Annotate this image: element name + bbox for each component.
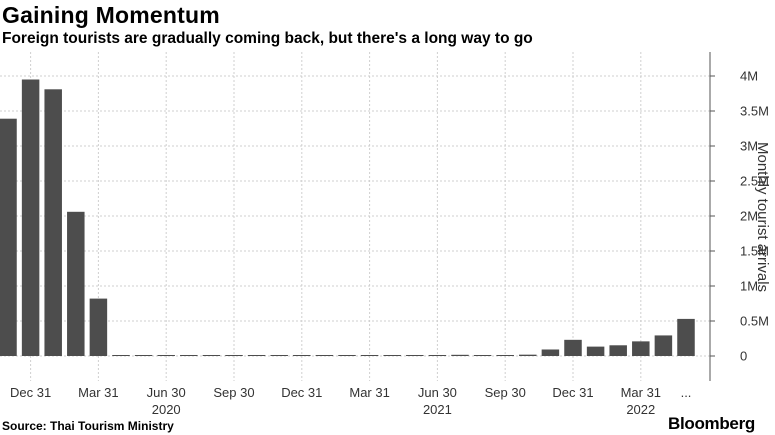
x-tick-label: Jun 30 (147, 385, 186, 400)
bar (428, 355, 447, 356)
bar (157, 355, 175, 356)
bar (0, 118, 17, 356)
x-tick-label: ... (681, 385, 692, 400)
x-year-label: 2020 (152, 402, 181, 417)
bar (338, 355, 356, 356)
bar (44, 89, 62, 357)
x-tick-label: Dec 31 (552, 385, 593, 400)
y-tick-label: 2.5M (740, 174, 769, 189)
bar (247, 355, 266, 356)
tick-labels: 0 0.5M 1M 1.5M 2M 2.5M 3M 3.5M 4M Dec 31 Mar 31 Jun… (10, 69, 769, 418)
chart-subtitle: Foreign tourists are gradually coming ba… (2, 30, 533, 47)
x-year-label: 2021 (423, 402, 452, 417)
bar (315, 355, 334, 356)
y-tick-label: 3M (740, 139, 758, 154)
x-tick-label: Dec 31 (10, 385, 51, 400)
y-tick-label: 1M (740, 279, 758, 294)
y-tick-label: 1.5M (740, 244, 769, 259)
bar (677, 318, 695, 356)
x-tick-label: Mar 31 (621, 385, 661, 400)
bar (609, 345, 627, 356)
bar (383, 355, 401, 356)
bar (134, 355, 153, 356)
bar (225, 355, 243, 356)
x-year-label: 2022 (626, 402, 655, 417)
bar (541, 349, 560, 356)
y-tick-label: 4M (740, 69, 758, 84)
bar (586, 346, 605, 356)
y-tick-label: 0 (740, 349, 747, 364)
bar (632, 341, 650, 356)
bar (451, 354, 469, 356)
bar (89, 298, 108, 356)
y-axis-label: Monthly tourist arrivals (754, 142, 771, 292)
bar (496, 355, 514, 356)
bar (202, 355, 221, 356)
source-note: Source: Thai Tourism Ministry (2, 419, 174, 433)
y-tick-label: 0.5M (740, 314, 769, 329)
bar (564, 339, 582, 356)
x-tick-label: Dec 31 (281, 385, 322, 400)
bars (0, 79, 695, 357)
x-tick-label: Mar 31 (349, 385, 389, 400)
x-tick-label: Sep 30 (485, 385, 526, 400)
x-tick-label: Mar 31 (78, 385, 118, 400)
x-tick-label: Sep 30 (213, 385, 254, 400)
bar (270, 355, 288, 356)
axes (709, 52, 715, 381)
bar (180, 355, 198, 356)
bar (406, 355, 424, 356)
y-tick-label: 2M (740, 209, 758, 224)
bar (21, 79, 40, 356)
bar (360, 355, 379, 356)
y-tick-label: 3.5M (740, 104, 769, 119)
bar (654, 335, 673, 356)
bar (112, 355, 130, 356)
bar (519, 354, 537, 356)
bar (473, 355, 492, 356)
chart-title: Gaining Momentum (2, 2, 220, 28)
bloomberg-logo: Bloomberg (667, 414, 755, 433)
x-tick-label: Jun 30 (418, 385, 457, 400)
bar (67, 211, 85, 356)
bar (293, 355, 311, 356)
